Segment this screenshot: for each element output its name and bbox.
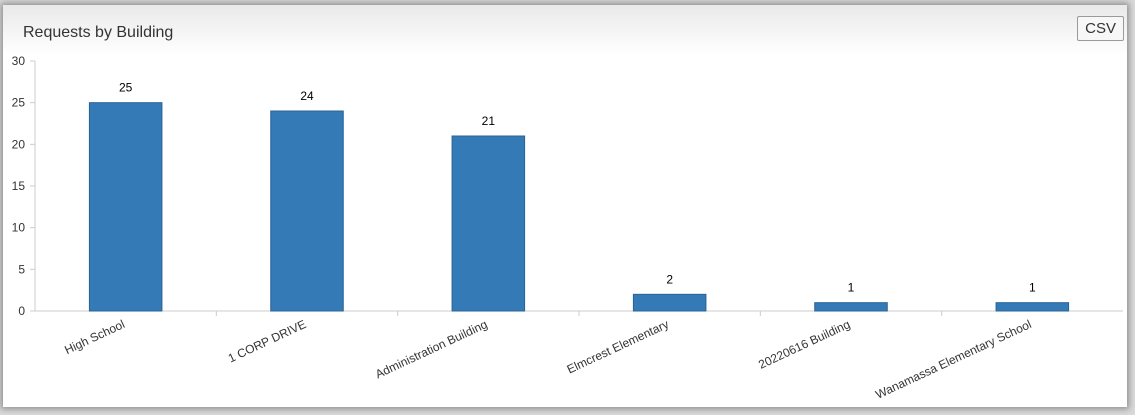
bar-value-label: 2 xyxy=(666,272,673,286)
x-category-label: 1 CORP DRIVE xyxy=(226,317,308,365)
bar-value-label: 24 xyxy=(300,89,314,103)
y-tick-label: 10 xyxy=(12,221,26,235)
y-tick-label: 30 xyxy=(12,54,26,68)
y-tick-label: 5 xyxy=(18,262,25,276)
bar xyxy=(451,135,526,312)
x-category-label: Wanamassa Elementary School xyxy=(873,317,1033,402)
bar xyxy=(632,293,707,312)
y-tick-label: 20 xyxy=(12,137,26,151)
bar-value-label: 25 xyxy=(119,81,133,95)
bar xyxy=(995,302,1070,312)
y-tick-label: 25 xyxy=(12,96,26,110)
bar-chart: 0 5 10 15 20 25 30 25 High School 24 1 CORP DRIVE 2… xyxy=(12,54,1123,402)
x-category-label: Elmcrest Elementary xyxy=(565,317,671,376)
x-category-label: 20220616 Building xyxy=(756,317,852,372)
y-tick-label: 0 xyxy=(18,304,25,318)
bar xyxy=(270,110,344,312)
panel-header-shade xyxy=(3,5,1127,55)
x-category-label: High School xyxy=(62,317,127,357)
y-tick-label: 15 xyxy=(12,179,26,193)
bar-value-label: 21 xyxy=(482,114,496,128)
bar-value-label: 1 xyxy=(1029,281,1036,295)
chart-panel: Requests by Building CSV 0 5 10 15 20 25 30 25 H… xyxy=(3,5,1127,407)
csv-export-button[interactable]: CSV xyxy=(1077,16,1124,41)
chart-title: Requests by Building xyxy=(23,24,174,41)
bar xyxy=(88,102,163,312)
bar xyxy=(814,302,888,312)
bar-value-label: 1 xyxy=(848,281,855,295)
x-category-label: Administration Building xyxy=(373,317,490,381)
